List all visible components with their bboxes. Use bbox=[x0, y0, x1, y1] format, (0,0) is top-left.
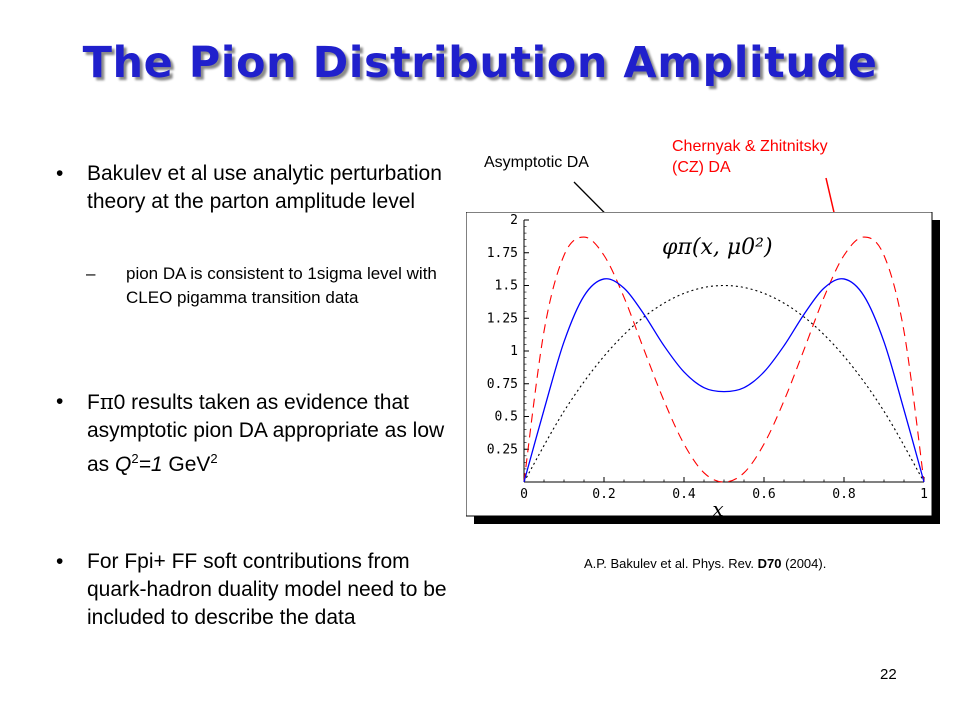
bullet-item-3: • For Fpi+ FF soft contributions from qu… bbox=[48, 548, 448, 632]
citation-suffix: (2004). bbox=[781, 556, 827, 571]
y-tick-label: 1.5 bbox=[495, 279, 518, 294]
annotation-cz: Chernyak & Zhitnitsky (CZ) DA bbox=[672, 136, 828, 178]
y-tick-label: 1 bbox=[510, 344, 518, 359]
sub-bullet-dash: – bbox=[86, 264, 96, 283]
y-tick-label: 0.25 bbox=[487, 442, 518, 457]
sub-bullet-1: – pion DA is consistent to 1sigma level … bbox=[86, 262, 446, 310]
bullet-2-greek: π bbox=[99, 390, 114, 414]
bullet-2-unit: GeV bbox=[162, 453, 211, 476]
citation-volume: D70 bbox=[757, 556, 782, 571]
x-tick-label: 0 bbox=[520, 487, 528, 502]
series-bakulev-da bbox=[523, 278, 925, 483]
bullet-2-unitsup: 2 bbox=[210, 451, 218, 466]
chart-xlabel: x bbox=[712, 497, 723, 521]
annotation-cz-line1: Chernyak & Zhitnitsky bbox=[672, 138, 828, 155]
y-tick-label: 1.75 bbox=[487, 246, 518, 261]
sub-bullet-text-1: pion DA is consistent to 1sigma level wi… bbox=[126, 264, 437, 307]
chart-title: φπ(x, μ0²) bbox=[662, 235, 773, 260]
bullet-2-qsup: 2 bbox=[131, 451, 139, 466]
bullet-item-1: • Bakulev et al use analytic perturbatio… bbox=[48, 160, 448, 216]
bullet-2-eq: =1 bbox=[138, 453, 163, 476]
bullet-dot: • bbox=[56, 550, 64, 573]
y-tick-label: 1.25 bbox=[487, 311, 518, 326]
bullet-text-2: Fπ0 results taken as evidence that asymp… bbox=[87, 388, 448, 479]
bullet-2-q: Q bbox=[115, 453, 132, 476]
y-tick-label: 0.5 bbox=[495, 410, 518, 425]
page-number: 22 bbox=[880, 666, 897, 683]
annotation-asymptotic: Asymptotic DA bbox=[484, 154, 589, 171]
bullet-2-pre: F bbox=[87, 391, 100, 414]
slide-title: The Pion Distribution Amplitude bbox=[82, 38, 878, 88]
annotation-cz-line2: (CZ) DA bbox=[672, 159, 731, 176]
x-tick-label: 0.4 bbox=[672, 487, 696, 502]
x-tick-label: 0.2 bbox=[592, 487, 615, 502]
bullet-text-3: For Fpi+ FF soft contributions from quar… bbox=[87, 550, 447, 629]
x-tick-label: 0.8 bbox=[832, 487, 855, 502]
y-tick-label: 2 bbox=[510, 213, 518, 228]
bullet-dot: • bbox=[56, 162, 64, 185]
x-tick-label: 1 bbox=[920, 487, 928, 502]
x-tick-label: 0.6 bbox=[752, 487, 775, 502]
chart-axes: 0 0.2 0.4 0.6 0.8 1 0.25 0.5 0.75 1 1.25 1.5 1.75 2 bbox=[487, 213, 928, 502]
bullet-2-mid: 0 results taken as evidence that asympto… bbox=[87, 391, 445, 476]
chart-series bbox=[523, 236, 925, 483]
citation: A.P. Bakulev et al. Phys. Rev. D70 (2004… bbox=[584, 556, 826, 571]
chart-panel: 0 0.2 0.4 0.6 0.8 1 0.25 0.5 0.75 1 1.25 1.5 1.75 2 φ… bbox=[465, 211, 940, 524]
y-tick-label: 0.75 bbox=[487, 377, 518, 392]
pion-da-chart: 0 0.2 0.4 0.6 0.8 1 0.25 0.5 0.75 1 1.25 1.5 1.75 2 φ… bbox=[465, 211, 940, 524]
bullet-text-1: Bakulev et al use analytic perturbation … bbox=[87, 162, 442, 213]
bullet-dot: • bbox=[56, 390, 64, 413]
citation-prefix: A.P. Bakulev et al. Phys. Rev. bbox=[584, 556, 758, 571]
series-cz-da bbox=[523, 236, 925, 483]
bullet-item-2: • Fπ0 results taken as evidence that asy… bbox=[48, 388, 448, 479]
chart-frame bbox=[465, 211, 933, 517]
